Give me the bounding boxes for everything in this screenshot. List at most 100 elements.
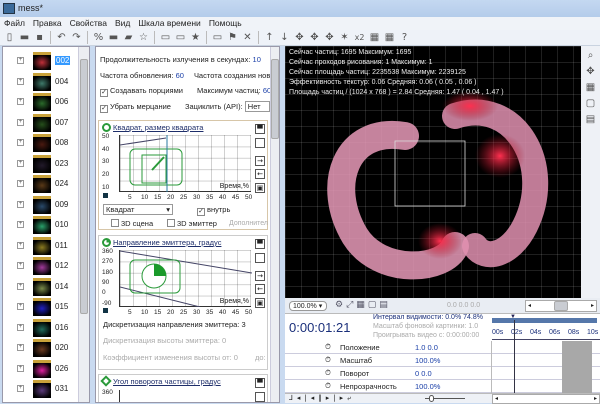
add-icon[interactable]: ▭ xyxy=(160,32,171,43)
properties-scrollbar[interactable] xyxy=(270,47,279,402)
grid-icon[interactable]: ▦ xyxy=(369,32,380,43)
redo-icon[interactable]: ↷ xyxy=(72,32,81,43)
expand-icon[interactable]: + xyxy=(17,200,24,208)
tree-item[interactable]: +009 xyxy=(3,195,79,215)
track-value[interactable]: 1.0 0.0 xyxy=(415,343,438,352)
menu-file[interactable]: Файл xyxy=(4,18,25,28)
track-value[interactable]: 100.0% xyxy=(415,382,441,391)
playhead-line[interactable] xyxy=(514,320,515,393)
tree-item[interactable]: +004 xyxy=(3,72,79,92)
tree-item[interactable]: +026 xyxy=(3,359,79,379)
track-row[interactable]: ⏱ Масштаб 100.0% xyxy=(285,354,600,367)
down-icon[interactable]: ↓ xyxy=(280,32,289,43)
maximize-icon[interactable]: ▀ xyxy=(255,378,265,388)
group-icon[interactable]: ▭ xyxy=(212,32,223,43)
emitter3d-checkbox[interactable] xyxy=(167,219,175,227)
view-hscroll[interactable]: ◂ ▸ xyxy=(525,300,597,312)
move3-icon[interactable]: ✥ xyxy=(325,32,334,43)
tree-item[interactable]: +012 xyxy=(3,256,79,276)
track-row[interactable]: ⏱ Положение 1.0 0.0 xyxy=(285,341,600,354)
arrow-left-icon[interactable]: ← xyxy=(255,284,265,294)
percent-icon[interactable]: % xyxy=(93,32,104,43)
expand-icon[interactable]: + xyxy=(17,77,24,85)
move-icon[interactable]: ✥ xyxy=(295,32,304,43)
expand-icon[interactable]: + xyxy=(17,262,24,269)
playback-controls[interactable]: ⅃◂|◂‖▸|▸⤶ xyxy=(289,394,356,402)
speed-slider-thumb[interactable] xyxy=(429,395,434,402)
expand-icon[interactable]: + xyxy=(17,241,24,249)
bg-icon[interactable]: ▤ xyxy=(585,114,596,125)
menu-edit[interactable]: Правка xyxy=(32,18,62,28)
window-icon[interactable] xyxy=(255,253,265,263)
move-icon[interactable]: ✥ xyxy=(586,66,595,77)
expand-icon[interactable]: + xyxy=(17,159,24,167)
tree-item[interactable]: +031 xyxy=(3,379,79,399)
menu-help[interactable]: Помощь xyxy=(208,18,242,28)
fit-icon[interactable]: ▣ xyxy=(255,298,265,308)
tree-item[interactable]: +014 xyxy=(3,277,79,297)
shape-select[interactable]: Квадрат ▾ xyxy=(103,204,173,215)
flag-icon[interactable]: ⚑ xyxy=(228,32,237,43)
expand-icon[interactable]: + xyxy=(17,303,24,310)
zoom-icon[interactable]: ⌕ xyxy=(587,50,594,61)
zoom-select[interactable]: 100.0% ▾ xyxy=(289,301,327,311)
inside-checkbox[interactable]: ✓ xyxy=(197,208,205,216)
expand-icon[interactable]: + xyxy=(17,323,24,331)
new-icon[interactable]: ▯ xyxy=(6,32,13,43)
menu-timeline[interactable]: Шкала времени xyxy=(138,18,201,28)
stopwatch-icon[interactable]: ⏱ xyxy=(325,381,331,390)
tree-item[interactable]: +002 xyxy=(3,51,79,71)
preview-viewport[interactable]: Сейчас частиц: 1695 Максимум: 1695 Сейчас… xyxy=(285,46,581,298)
arrow-right-icon[interactable]: → xyxy=(255,156,265,166)
up-icon[interactable]: ↑ xyxy=(265,32,274,43)
track-value[interactable]: 0 0.0 xyxy=(415,369,432,378)
expand-icon[interactable]: + xyxy=(17,118,24,126)
rotation-curve-title[interactable]: Угол поворота частицы, градус xyxy=(113,377,221,386)
visibility-range-bar[interactable] xyxy=(492,318,597,323)
stopwatch-icon[interactable]: ⏱ xyxy=(325,342,331,351)
maximize-icon[interactable]: ▀ xyxy=(255,239,265,249)
playhead-marker-icon[interactable]: ▼ xyxy=(510,314,516,320)
move2-icon[interactable]: ✥ xyxy=(310,32,319,43)
arrow-right-icon[interactable]: → xyxy=(255,271,265,281)
delete-icon[interactable]: ✕ xyxy=(243,32,252,43)
refresh-value[interactable]: 60 xyxy=(175,71,184,80)
tree-item[interactable]: +023 xyxy=(3,154,79,174)
tree-scroll-thumb[interactable] xyxy=(80,59,88,314)
fit-icon[interactable]: ▣ xyxy=(255,183,265,193)
expand-icon[interactable]: + xyxy=(17,344,24,351)
stopwatch-icon[interactable]: ⏱ xyxy=(325,368,331,377)
expand-icon[interactable]: + xyxy=(17,385,24,392)
menu-properties[interactable]: Свойства xyxy=(69,18,107,28)
scene3d-checkbox[interactable] xyxy=(111,219,119,227)
help-icon[interactable]: ? xyxy=(401,32,408,43)
stopwatch-icon[interactable]: ⏱ xyxy=(325,355,331,364)
tree-item[interactable]: +008 xyxy=(3,133,79,153)
undo-icon[interactable]: ↶ xyxy=(57,32,66,43)
expand-icon[interactable]: + xyxy=(17,98,24,105)
portions-checkbox[interactable]: ✓ xyxy=(100,89,108,97)
clapper-icon[interactable]: ▰ xyxy=(124,32,133,43)
track-value[interactable]: 100.0% xyxy=(415,356,441,365)
star-add-icon[interactable]: ★ xyxy=(191,32,200,43)
view-tools[interactable]: ⚙⤢▦▢▤ xyxy=(335,300,391,310)
maximize-icon[interactable]: ▀ xyxy=(255,124,265,134)
grid-icon[interactable]: ▦ xyxy=(585,82,596,93)
window-icon[interactable] xyxy=(255,392,265,402)
frame-icon[interactable]: ▢ xyxy=(585,98,596,109)
add2-icon[interactable]: ▭ xyxy=(175,32,186,43)
tree-item[interactable]: +024 xyxy=(3,174,79,194)
expand-icon[interactable]: + xyxy=(17,282,24,290)
size-curve-title[interactable]: Квадрат, размер квадрата xyxy=(113,123,204,132)
duration-value[interactable]: 10 xyxy=(252,55,261,64)
star2-icon[interactable]: ✶ xyxy=(340,32,349,43)
loop-select[interactable]: Нет xyxy=(244,101,270,112)
speed-slider[interactable] xyxy=(425,398,465,399)
x2-icon[interactable]: x2 xyxy=(354,33,365,42)
max-value[interactable]: 600 xyxy=(263,86,276,95)
time-ruler[interactable]: 00s 02s 04s 06s 08s 10s xyxy=(492,326,600,340)
tree-item[interactable]: +011 xyxy=(3,236,79,256)
tree-item[interactable]: +007 xyxy=(3,113,79,133)
tree-item[interactable]: +006 xyxy=(3,92,79,112)
tree-item[interactable]: +015 xyxy=(3,297,79,317)
